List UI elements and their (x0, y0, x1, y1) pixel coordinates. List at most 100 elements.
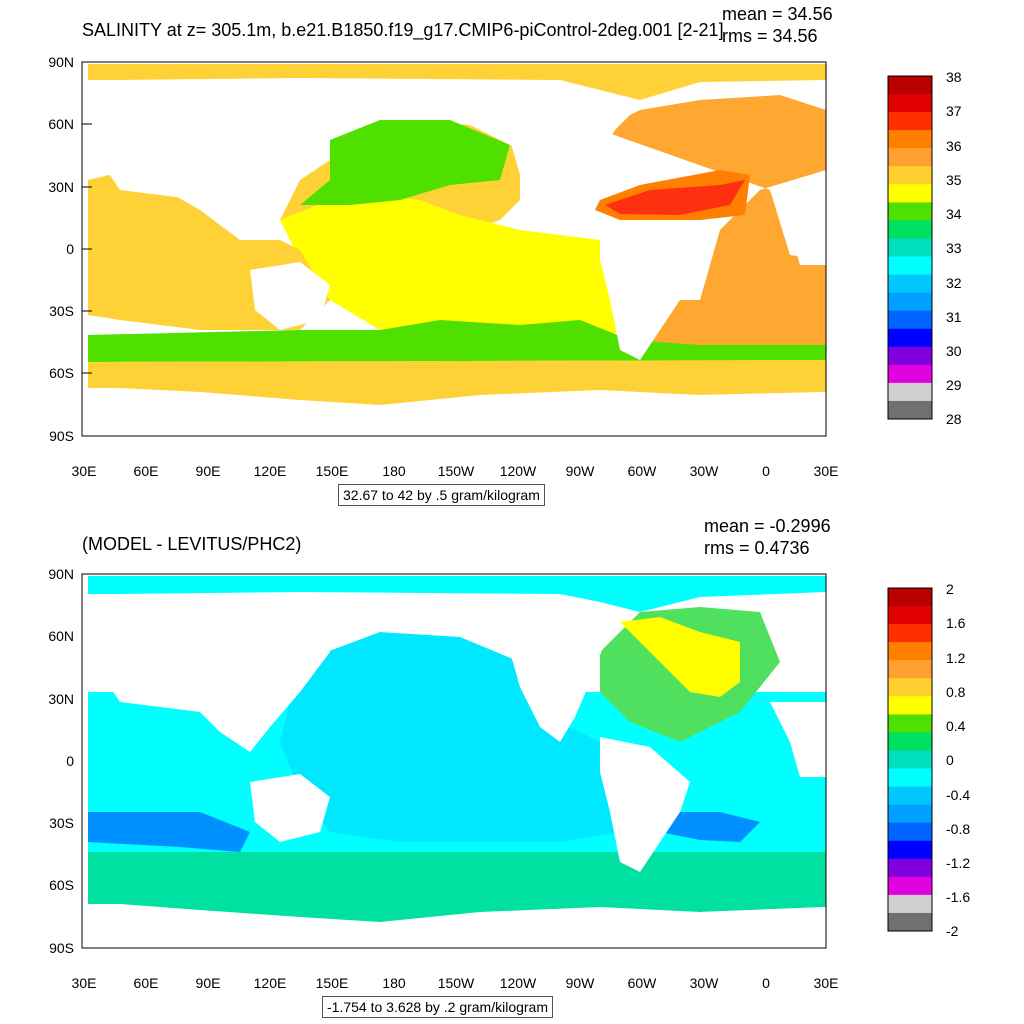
colorbar-frame (887, 75, 933, 420)
colorbar-swatch (888, 912, 932, 932)
lat-label: 90S (49, 428, 74, 444)
lat-labels: 90N 60N 30N 0 30S 60S 90S (48, 566, 74, 956)
lat-label: 90N (48, 54, 74, 70)
lat-label: 30S (49, 815, 74, 831)
colorbar-swatch (888, 678, 932, 697)
colorbar-swatch (888, 76, 932, 95)
contour-note: -1.754 to 3.628 by .2 gram/kilogram (322, 996, 554, 1018)
colorbar-label: 34 (946, 206, 962, 222)
colorbar-swatch (888, 768, 932, 788)
lat-label: 90N (48, 566, 74, 582)
lon-label: 150W (438, 975, 475, 991)
pacific-field (280, 632, 640, 842)
colorbar-swatch (888, 714, 932, 733)
lon-label: 60W (628, 463, 658, 479)
lon-label: 60E (134, 975, 159, 991)
lon-label: 30E (72, 975, 97, 991)
colorbar-swatch (888, 696, 932, 715)
lon-label: 120E (254, 463, 287, 479)
colorbar-swatch (888, 822, 932, 842)
lon-label: 60W (628, 975, 658, 991)
lon-label: 30E (814, 463, 839, 479)
colorbar-swatch (888, 220, 932, 239)
antarctica-land (88, 907, 826, 948)
lat-label: 30N (48, 179, 74, 195)
colorbar-swatch (888, 94, 932, 113)
lon-label: 30E (814, 975, 839, 991)
lat-label: 60N (48, 628, 74, 644)
south-america-land (600, 737, 690, 872)
colorbar-swatch (888, 166, 932, 185)
colorbar-swatch (888, 184, 932, 203)
colorbar-swatch (888, 840, 932, 860)
south-america-land (600, 225, 690, 360)
colorbar-swatch (888, 130, 932, 149)
lat-label: 60S (49, 365, 74, 381)
colorbar-label: 1.2 (946, 650, 966, 666)
lon-label: 0 (762, 463, 770, 479)
lat-label: 0 (66, 753, 74, 769)
north-america-land (510, 80, 640, 230)
colorbar-frame (887, 587, 933, 932)
eurasia-land (90, 594, 340, 752)
colorbar-label: 30 (946, 343, 962, 359)
colorbar-label: -1.6 (946, 889, 970, 905)
colorbar-swatch (888, 588, 932, 607)
panel-title: SALINITY at z= 305.1m, b.e21.B1850.f19_g… (82, 20, 724, 40)
lon-label: 90W (566, 463, 596, 479)
north-america-land (510, 594, 620, 742)
south-atlantic-negative-field (660, 812, 760, 842)
lon-label: 30E (72, 463, 97, 479)
colorbar-swatch (888, 858, 932, 878)
colorbar-swatch (888, 202, 932, 221)
lat-label: 30N (48, 691, 74, 707)
australia-land (250, 774, 330, 842)
colorbar-swatch (888, 274, 932, 294)
lon-label: 90W (566, 975, 596, 991)
arctic-ocean-field (88, 64, 826, 100)
antarctica-land (88, 392, 826, 436)
lon-labels: 30E 60E 90E 120E 150E 180 150W 120W 90W … (72, 463, 839, 479)
colorbar-swatch (888, 894, 932, 914)
high-salinity-core (605, 180, 745, 215)
colorbar-label: 0.4 (946, 718, 966, 734)
colorbar-swatch (888, 624, 932, 643)
salinity-map: 90N 60N 30N 0 30S 60S 90S 30E 60E 90E 12… (48, 54, 962, 479)
indian-negative-field (88, 812, 250, 852)
colorbar-swatch (888, 786, 932, 806)
colorbar-swatch (888, 732, 932, 751)
colorbar-swatch (888, 660, 932, 679)
lat-label: 0 (66, 241, 74, 257)
colorbar-swatch (888, 382, 932, 402)
colorbar-label: 33 (946, 240, 962, 256)
lat-label: 60N (48, 116, 74, 132)
lon-label: 30W (690, 975, 720, 991)
colorbar-swatch (888, 346, 932, 366)
colorbar-label: 28 (946, 411, 962, 427)
arctic-ocean-field (88, 576, 826, 612)
antarctic-field (88, 360, 826, 405)
lat-label: 30S (49, 303, 74, 319)
lon-label: 90E (196, 975, 221, 991)
rms-stat: rms = 34.56 (722, 26, 818, 46)
mean-stat: mean = -0.2996 (704, 516, 831, 536)
lat-label: 90S (49, 940, 74, 956)
colorbar-label: -2 (946, 923, 959, 939)
mean-stat: mean = 34.56 (722, 4, 833, 24)
lon-label: 150E (316, 975, 349, 991)
colorbar-swatch (888, 148, 932, 167)
australia-land (250, 262, 330, 330)
atlantic-field (600, 95, 826, 390)
colorbar-label: 29 (946, 377, 962, 393)
colorbar-swatch (888, 606, 932, 625)
colorbar-swatch (888, 642, 932, 661)
colorbar-swatch (888, 238, 932, 258)
colorbar-label: 37 (946, 103, 962, 119)
north-pacific-field (300, 120, 510, 205)
colorbar-swatch (888, 328, 932, 348)
lon-label: 150W (438, 463, 475, 479)
colorbar-label: 31 (946, 309, 962, 325)
colorbar-label: 2 (946, 581, 954, 597)
lon-label: 180 (382, 463, 406, 479)
lat-labels: 90N 60N 30N 0 30S 60S 90S (48, 54, 74, 444)
